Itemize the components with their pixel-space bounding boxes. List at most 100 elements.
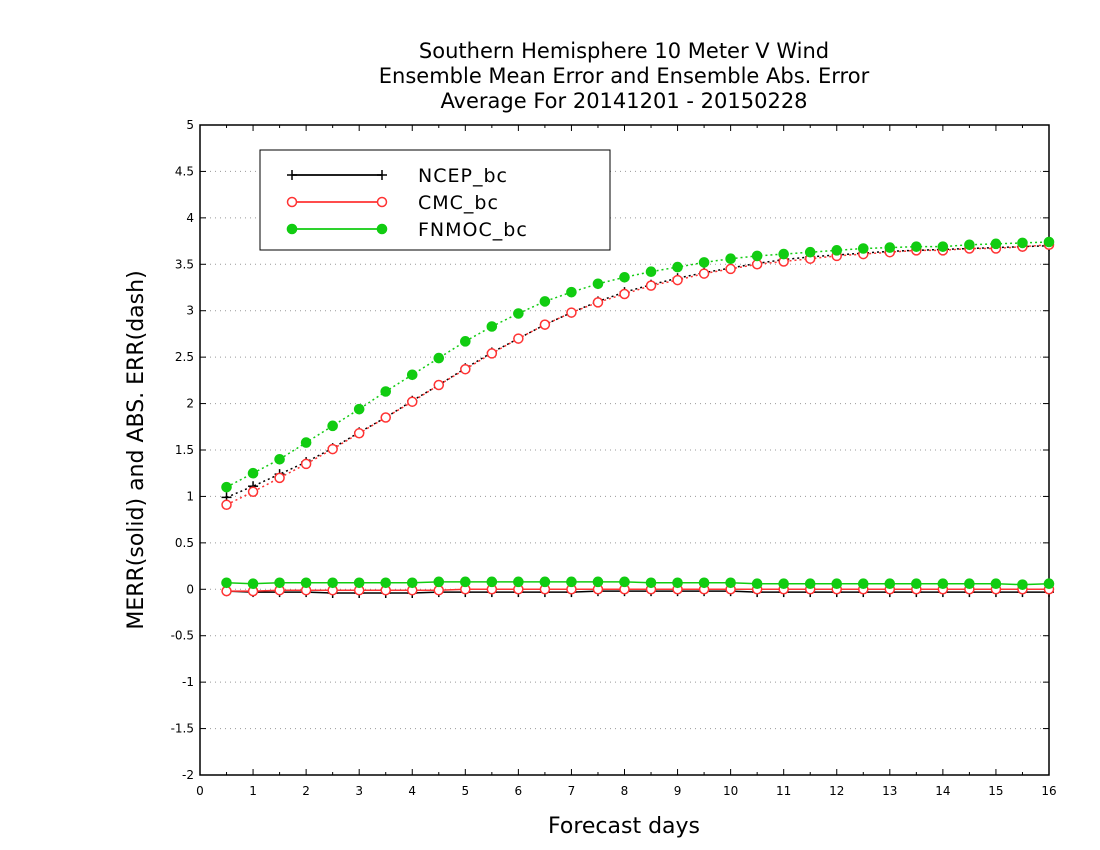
point-cmc-bc-abs-err [247,486,259,498]
point-cmc-bc-abs-err [619,288,630,300]
point-fnmoc-bc-abs-err [964,239,975,251]
y-tick-label: -2 [182,768,194,782]
point-cmc-bc-abs-err [672,274,683,286]
grid [200,170,1049,730]
legend-marker [287,170,297,180]
point-fnmoc-bc-abs-err [513,308,524,319]
point-fnmoc-bc-merr [486,576,498,588]
point-fnmoc-bc-abs-err [804,246,816,258]
point-fnmoc-bc-merr [645,577,657,589]
y-tick-label: 0.5 [175,536,194,550]
legend-entry-fnmoc-bc: FNMOC_bc [286,219,528,241]
point-fnmoc-bc-merr [433,576,445,588]
y-tick-label: 3.5 [175,257,194,271]
point-fnmoc-bc-merr [964,578,975,590]
point-fnmoc-bc-merr [619,576,630,588]
x-tick-label: 15 [988,784,1003,798]
point-fnmoc-bc-abs-err [1017,237,1028,249]
series-layer [221,236,1055,598]
point-fnmoc-bc-abs-err [433,352,445,364]
y-tick-label: 4.5 [175,164,194,178]
point-fnmoc-bc-abs-err [990,238,1002,250]
y-axis-label: MERR(solid) and ABS. ERR(dash) [124,270,149,629]
point-fnmoc-bc-merr [300,577,312,589]
point-cmc-bc-abs-err [433,379,445,391]
point-fnmoc-bc-merr [990,578,1002,590]
point-fnmoc-bc-merr [353,577,365,589]
x-tick-label: 0 [196,784,204,798]
point-fnmoc-bc-abs-err [1043,236,1055,248]
point-fnmoc-bc-abs-err [857,243,869,254]
series-ncep-bc [221,240,1054,598]
y-tick-label: 4 [186,211,194,225]
point-fnmoc-bc-abs-err [486,321,498,332]
point-fnmoc-bc-merr [274,577,285,589]
point-fnmoc-bc-merr [592,576,604,588]
point-fnmoc-bc-abs-err [539,296,551,307]
point-fnmoc-bc-abs-err [911,241,922,252]
legend-label: FNMOC_bc [418,219,528,241]
y-tick-label: -1.5 [171,722,194,736]
point-fnmoc-bc-merr [539,576,551,588]
point-fnmoc-bc-merr [406,577,418,589]
point-fnmoc-bc-merr [327,577,338,589]
point-fnmoc-bc-abs-err [751,250,763,262]
legend-marker [377,170,387,180]
point-fnmoc-bc-abs-err [672,261,683,273]
series-fnmoc-bc [221,236,1055,590]
x-tick-label: 9 [674,784,682,798]
x-tick-label: 16 [1041,784,1056,798]
x-tick-label: 13 [882,784,897,798]
line-ncep-bc-merr [226,590,1049,594]
title-line: Average For 20141201 - 20150228 [440,89,807,113]
point-fnmoc-bc-abs-err [274,453,285,465]
point-fnmoc-bc-merr [937,578,949,590]
point-fnmoc-bc-merr [221,577,232,589]
point-fnmoc-bc-merr [911,578,922,590]
legend-entry-ncep-bc: NCEP_bc [287,165,508,187]
point-fnmoc-bc-merr [698,577,710,589]
y-tick-label: 1 [186,489,194,503]
x-tick-label: 2 [302,784,310,798]
point-cmc-bc-abs-err [592,297,604,308]
point-fnmoc-bc-abs-err [353,403,365,415]
legend-box [259,149,611,251]
x-axis-label: Forecast days [548,814,700,839]
y-tick-label: 5 [186,118,194,132]
point-cmc-bc-abs-err [460,363,471,375]
point-cmc-bc-abs-err [645,280,657,291]
legend-label: NCEP_bc [418,165,508,187]
x-tick-label: 6 [515,784,523,798]
point-fnmoc-bc-abs-err [937,241,949,252]
point-cmc-bc-abs-err [221,499,232,511]
point-cmc-bc-abs-err [566,307,577,318]
point-fnmoc-bc-merr [566,576,577,588]
point-fnmoc-bc-merr [751,578,763,590]
series-cmc-bc [221,239,1055,597]
point-fnmoc-bc-abs-err [884,242,896,253]
point-cmc-bc-abs-err [353,428,365,439]
title-line: Southern Hemisphere 10 Meter V Wind [419,39,829,63]
point-fnmoc-bc-abs-err [300,437,312,448]
point-cmc-bc-abs-err [407,396,418,407]
legend-marker [376,196,388,208]
point-fnmoc-bc-merr [380,577,392,589]
point-fnmoc-bc-merr [1017,579,1028,590]
point-fnmoc-bc-abs-err [831,245,843,256]
y-tick-label: 1.5 [175,443,194,457]
point-fnmoc-bc-abs-err [327,420,338,432]
point-fnmoc-bc-abs-err [778,248,789,260]
legend-marker [286,223,298,235]
title-line: Ensemble Mean Error and Ensemble Abs. Er… [379,64,870,88]
point-fnmoc-bc-abs-err [380,386,392,397]
x-tick-label: 5 [461,784,469,798]
point-fnmoc-bc-merr [778,578,789,590]
point-fnmoc-bc-merr [804,578,816,590]
point-fnmoc-bc-merr [672,577,683,589]
point-fnmoc-bc-merr [884,578,896,590]
point-cmc-bc-abs-err [486,348,498,359]
x-tick-label: 12 [829,784,844,798]
point-fnmoc-bc-abs-err [725,253,736,265]
point-cmc-bc-abs-err [300,458,312,470]
